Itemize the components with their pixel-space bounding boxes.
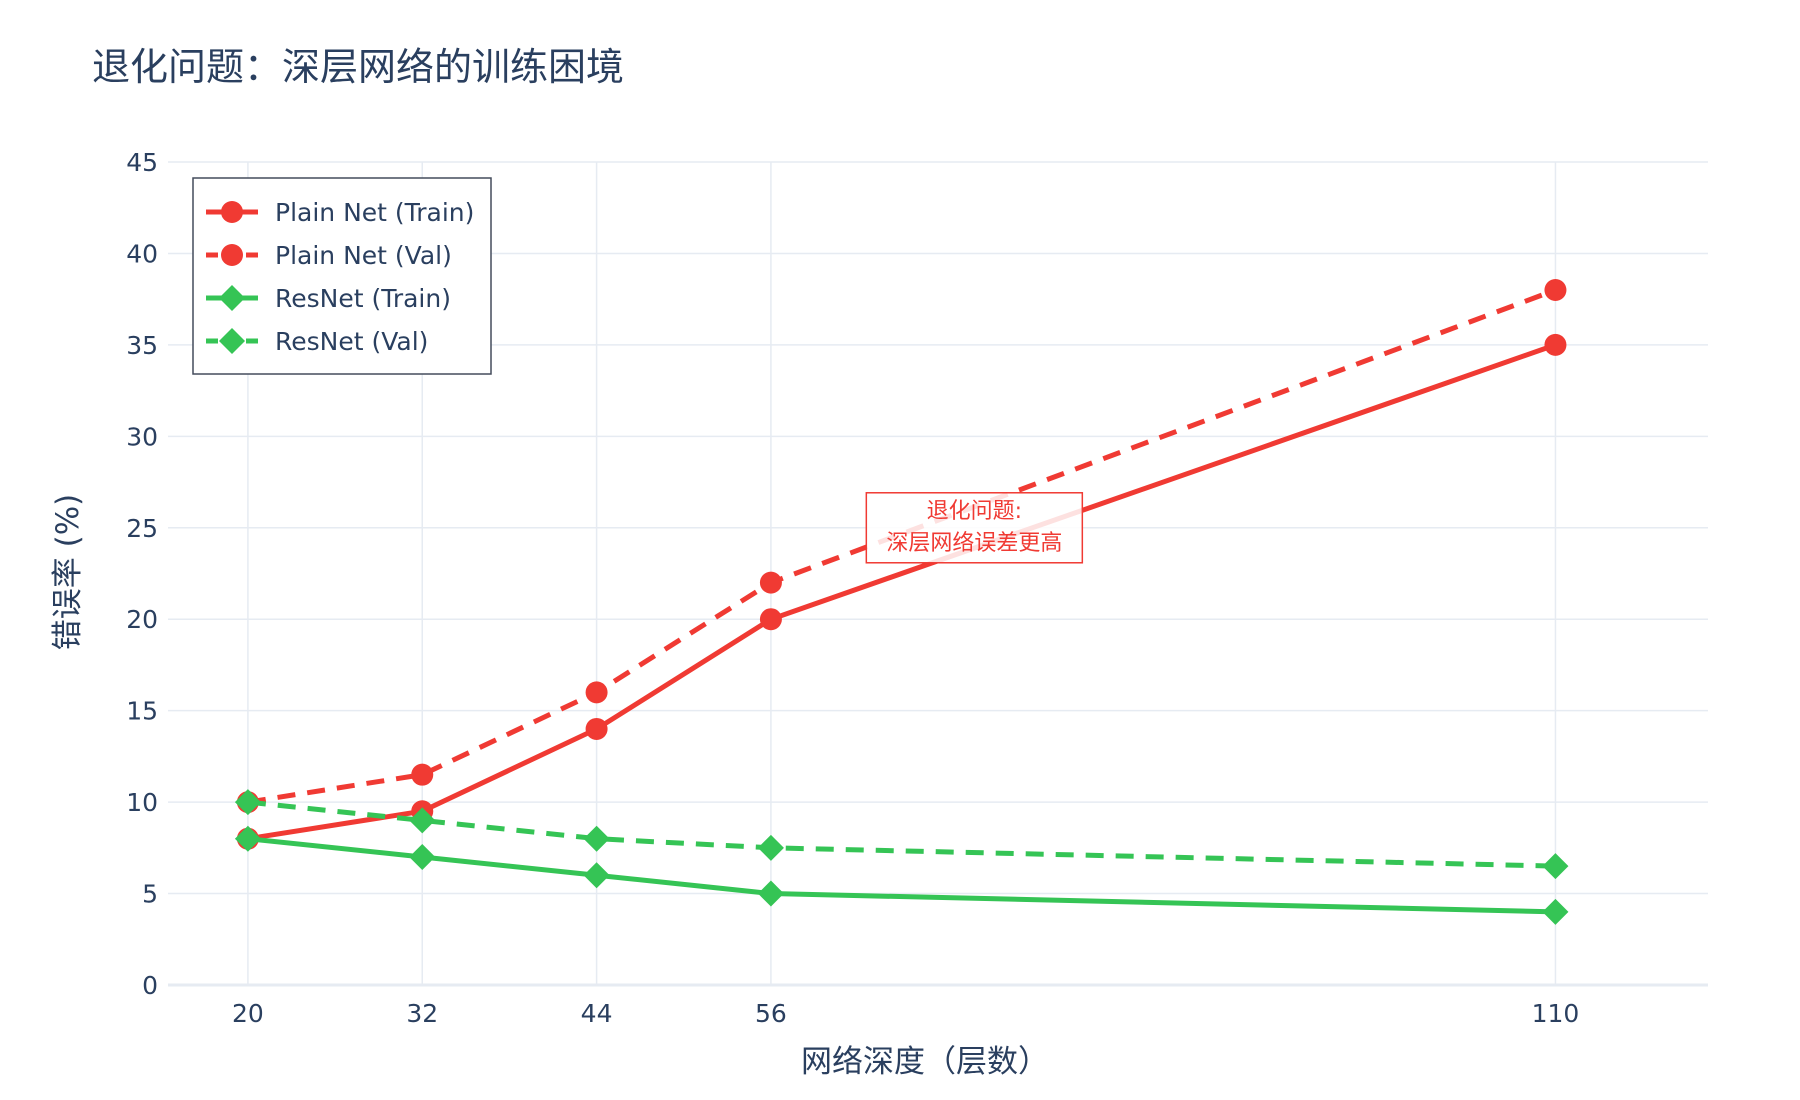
legend: Plain Net (Train) Plain Net (Val) ResNet (… — [192, 177, 492, 375]
legend-item: Plain Net (Train) — [206, 198, 474, 227]
legend-item: Plain Net (Val) — [206, 241, 452, 270]
x-tick-label: 110 — [1532, 999, 1580, 1028]
legend-swatch-marker — [219, 285, 245, 311]
legend-label: ResNet (Val) — [275, 327, 428, 356]
legend-label: ResNet (Train) — [275, 284, 451, 313]
data-point — [409, 807, 436, 834]
legend-label: Plain Net (Val) — [275, 241, 452, 270]
y-tick-label: 10 — [126, 788, 158, 817]
data-point — [759, 608, 782, 631]
data-point — [409, 843, 436, 870]
annotations: 退化问题: 深层网络误差更高 — [865, 492, 1084, 564]
data-point — [1544, 333, 1567, 356]
y-tick-label: 40 — [126, 239, 158, 268]
y-axis-title: 错误率 (%) — [50, 494, 86, 651]
legend-swatch-marker — [219, 328, 245, 354]
data-point — [234, 789, 261, 816]
data-point — [585, 717, 608, 740]
annotation-text: 深层网络误差更高 — [886, 531, 1062, 556]
data-point — [585, 681, 608, 704]
y-tick-label: 25 — [126, 514, 158, 543]
y-tick-label: 15 — [126, 697, 158, 726]
data-point — [583, 862, 610, 889]
legend-item: ResNet (Train) — [206, 284, 451, 313]
x-axis-ticks: 20 32 44 56 110 — [232, 999, 1579, 1028]
data-point — [411, 763, 434, 786]
y-tick-label: 0 — [142, 971, 158, 1000]
x-tick-label: 32 — [406, 999, 438, 1028]
data-point — [759, 571, 782, 594]
legend-swatch-marker — [221, 201, 243, 223]
annotation-box — [865, 492, 1084, 564]
data-point — [1542, 853, 1569, 880]
chart-title: 退化问题：深层网络的训练困境 — [92, 45, 624, 89]
data-point — [1544, 279, 1567, 302]
x-tick-label: 44 — [581, 999, 613, 1028]
x-tick-label: 20 — [232, 999, 264, 1028]
data-point — [234, 825, 261, 852]
legend-swatch-marker — [221, 244, 243, 266]
y-tick-label: 5 — [142, 880, 158, 909]
data-point — [757, 834, 784, 861]
annotation-text: 退化问题: — [927, 499, 1022, 524]
y-tick-label: 30 — [126, 422, 158, 451]
series-3 — [234, 789, 1569, 880]
data-point — [757, 880, 784, 907]
legend-item: ResNet (Val) — [206, 327, 428, 356]
data-point — [1542, 898, 1569, 925]
series-2 — [234, 825, 1569, 925]
y-tick-label: 20 — [126, 605, 158, 634]
y-tick-label: 35 — [126, 331, 158, 360]
legend-label: Plain Net (Train) — [275, 198, 474, 227]
data-point — [583, 825, 610, 852]
x-axis-title: 网络深度（层数） — [801, 1044, 1049, 1080]
y-axis-ticks: 0 5 10 15 20 25 30 35 40 45 — [126, 148, 158, 1000]
x-tick-label: 56 — [755, 999, 787, 1028]
y-tick-label: 45 — [126, 148, 158, 177]
series-line — [247, 799, 1556, 869]
